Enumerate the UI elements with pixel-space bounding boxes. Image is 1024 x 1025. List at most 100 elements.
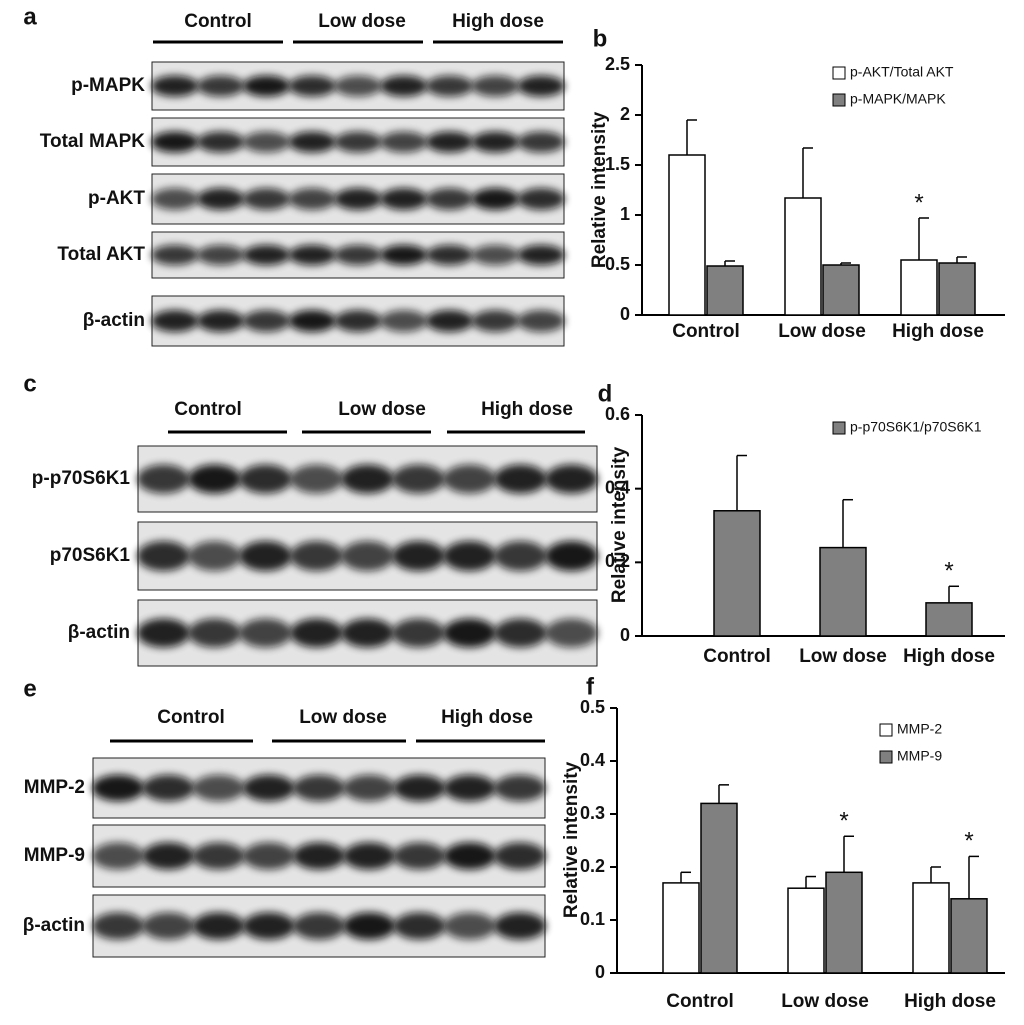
error-bar	[686, 119, 697, 155]
error-bar	[918, 217, 929, 260]
row-label: β-actin	[83, 310, 145, 331]
blot-band	[151, 75, 199, 97]
blot-band	[289, 618, 344, 648]
legend-swatch	[879, 750, 893, 764]
blot-band	[443, 774, 496, 802]
error-bar	[840, 262, 851, 265]
legend-swatch	[832, 93, 846, 107]
blot-band	[517, 310, 565, 332]
x-tick-label: High dose	[904, 991, 996, 1012]
blot-band	[192, 842, 245, 870]
row-label: p70S6K1	[50, 545, 131, 566]
group-label: High dose	[452, 11, 544, 32]
bar	[706, 265, 744, 316]
blot-band	[192, 912, 245, 940]
group-label: Low dose	[318, 11, 406, 32]
row-label: Total MAPK	[40, 131, 145, 152]
blot-band	[343, 774, 396, 802]
blot-band	[288, 75, 337, 97]
blot-band	[391, 618, 446, 648]
blot-band	[343, 842, 396, 870]
blot-band	[151, 131, 199, 153]
x-tick-label: Low dose	[778, 321, 866, 342]
y-tick-label: 0.2	[580, 856, 605, 876]
blot-band	[242, 244, 291, 266]
blot-band	[391, 464, 446, 494]
blot-band	[288, 188, 337, 210]
blot-band	[289, 464, 344, 494]
panel-letter: b	[593, 25, 608, 52]
y-tick-label: 0.5	[605, 254, 630, 274]
blot-band	[334, 310, 382, 332]
blot-band	[242, 188, 291, 210]
blot-band	[289, 541, 344, 571]
error-bar	[842, 498, 853, 548]
blot-band	[288, 131, 337, 153]
row-label: β-actin	[23, 915, 85, 936]
bar	[938, 262, 976, 316]
error-bar	[843, 835, 854, 873]
legend-label: p-MAPK/MAPK	[850, 91, 946, 107]
x-tick-label: Control	[666, 991, 734, 1012]
significance-marker: *	[914, 189, 923, 216]
blot-band	[544, 618, 599, 648]
blot-band	[334, 244, 382, 266]
legend-swatch	[832, 66, 846, 80]
blot-band	[471, 310, 520, 332]
row-label: MMP-9	[24, 845, 85, 866]
blot-band	[471, 131, 520, 153]
blot-band	[196, 75, 245, 97]
blot-band	[442, 464, 497, 494]
row-label: Total AKT	[57, 244, 145, 265]
group-label: Control	[174, 399, 242, 420]
blot-band	[544, 464, 599, 494]
blot-band	[471, 75, 520, 97]
bar	[668, 154, 706, 316]
bar	[912, 882, 950, 974]
blot-band	[442, 618, 497, 648]
blot-band	[340, 464, 395, 494]
y-tick-label: 1	[620, 204, 630, 224]
blot-band	[493, 912, 547, 940]
error-bar	[736, 454, 747, 511]
blot-band	[242, 842, 295, 870]
y-tick-label: 0	[620, 625, 630, 645]
y-tick-label: 0.4	[580, 750, 605, 770]
blot-band	[142, 912, 195, 940]
blot-band	[187, 464, 242, 494]
panel-letter: c	[23, 370, 36, 397]
x-tick-label: Control	[703, 646, 771, 667]
blot-band	[292, 842, 346, 870]
bar	[787, 887, 825, 974]
bar	[700, 802, 738, 974]
blot-band	[242, 131, 291, 153]
y-tick-label: 1.5	[605, 154, 630, 174]
significance-marker: *	[839, 808, 848, 835]
blot-band	[471, 244, 520, 266]
blot-band	[187, 618, 242, 648]
blot-band	[379, 75, 428, 97]
legend-label: p-AKT/Total AKT	[850, 64, 954, 80]
y-tick-label: 0.3	[580, 803, 605, 823]
blot-band	[136, 464, 191, 494]
significance-marker: *	[964, 828, 973, 855]
blot-band	[493, 541, 548, 571]
y-tick-label: 0.2	[605, 551, 630, 571]
blot-band	[136, 618, 191, 648]
blot-band	[334, 131, 382, 153]
blot-band	[493, 774, 547, 802]
row-label: β-actin	[68, 622, 130, 643]
blot-band	[334, 75, 382, 97]
group-label: High dose	[481, 399, 573, 420]
bar	[819, 546, 867, 637]
blot-band	[151, 188, 199, 210]
blot-band	[493, 842, 547, 870]
blot-band	[288, 244, 337, 266]
blot-band	[517, 244, 565, 266]
blot-band	[187, 541, 242, 571]
panel-letter: d	[598, 380, 613, 407]
row-label: p-MAPK	[71, 75, 145, 96]
blot-band	[151, 244, 199, 266]
group-label: Low dose	[338, 399, 426, 420]
